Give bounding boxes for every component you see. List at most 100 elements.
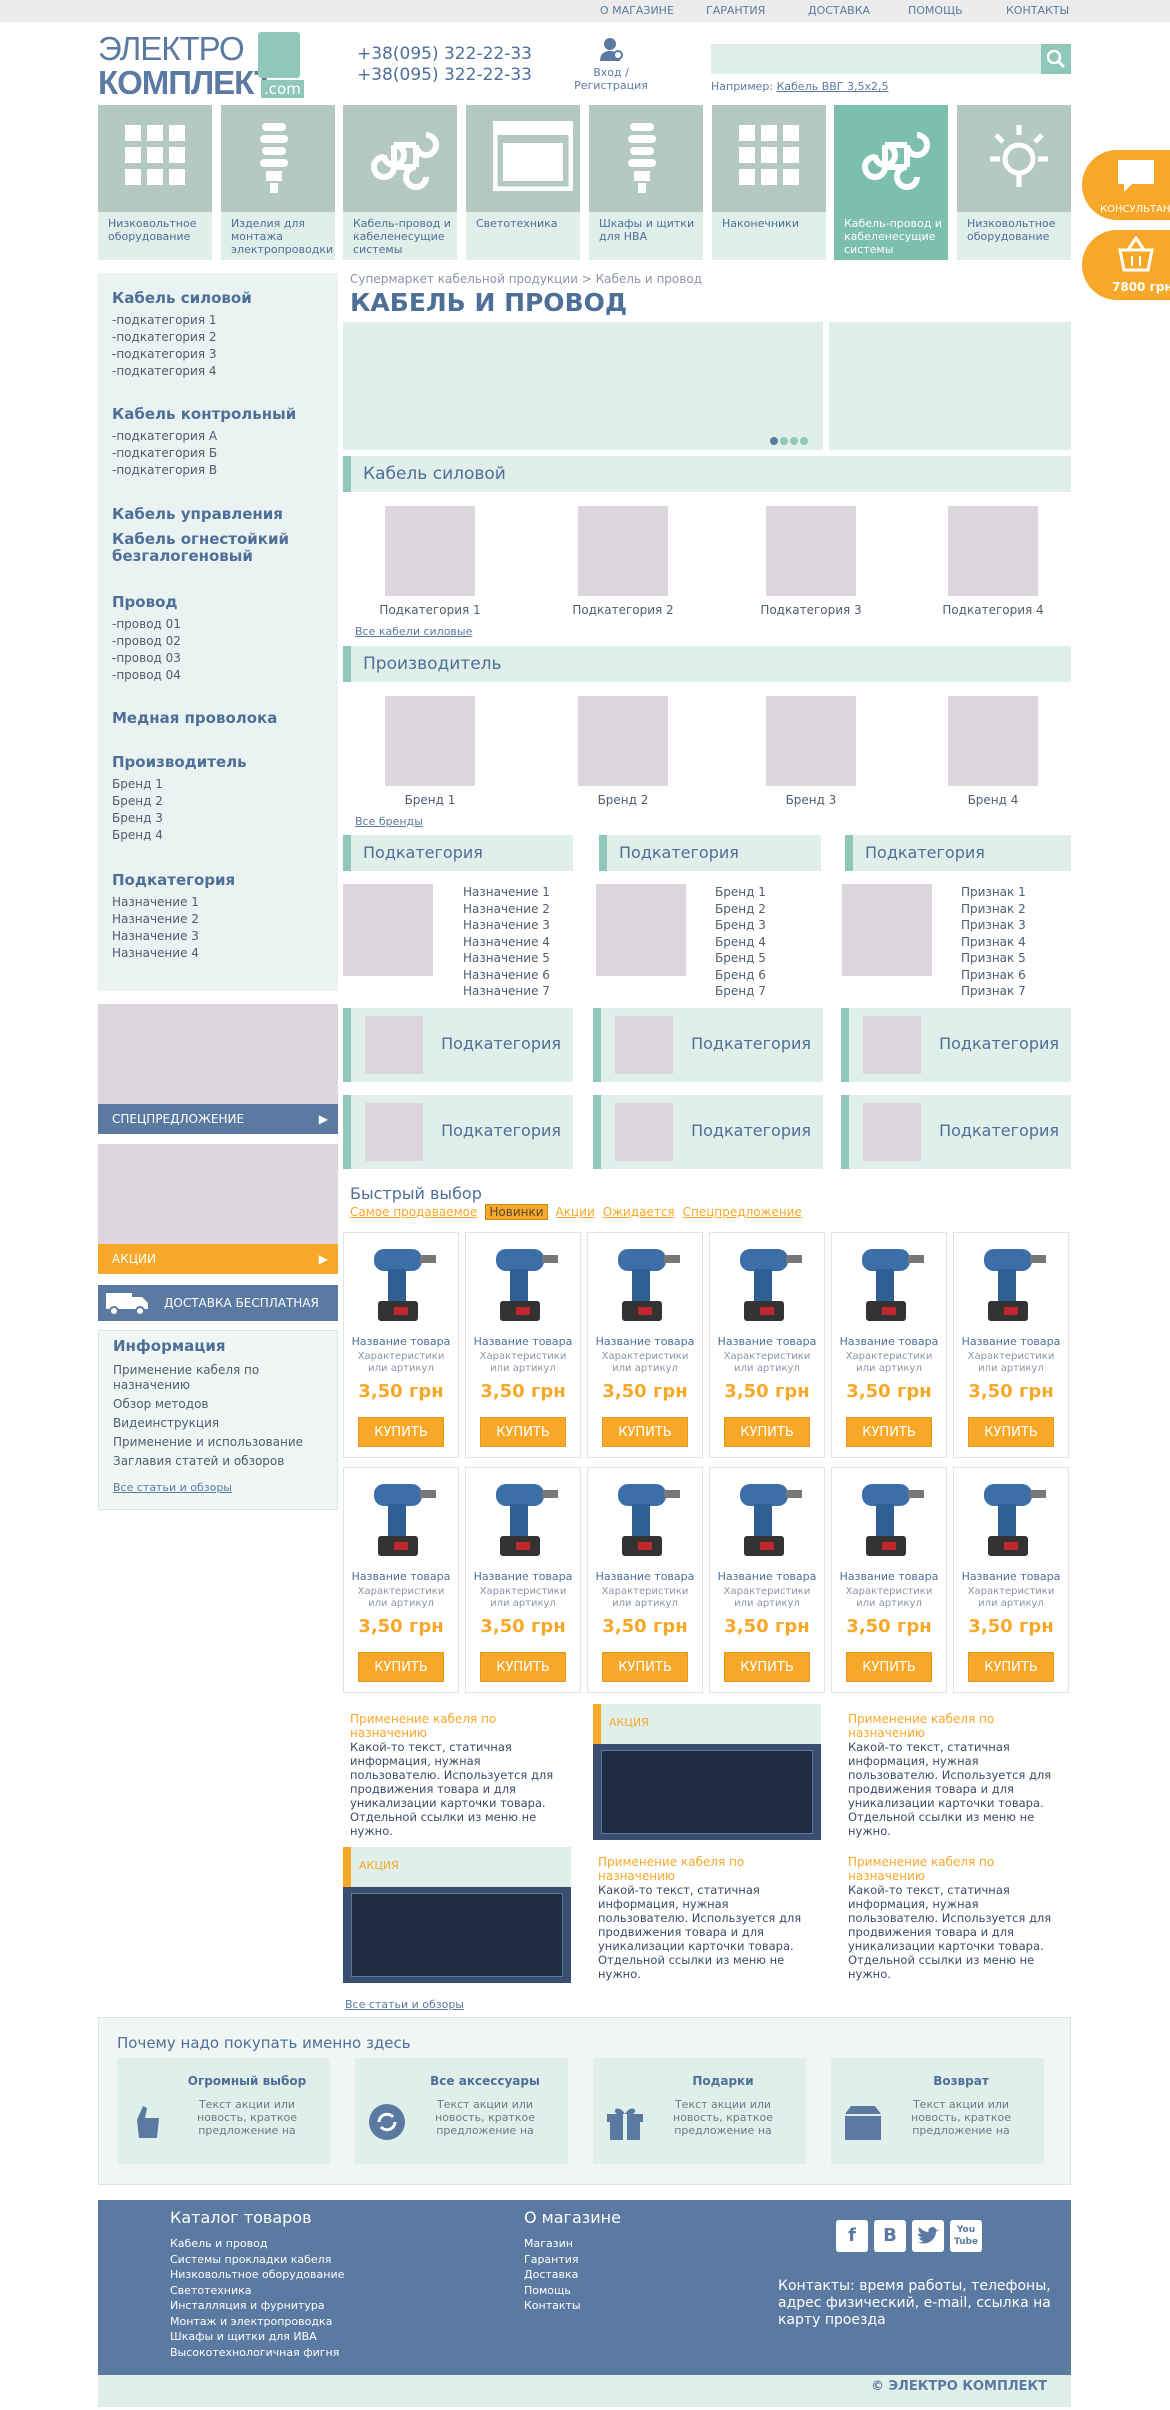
- promo-akcia[interactable]: АКЦИЯ: [593, 1704, 821, 1840]
- all-articles-link[interactable]: Все статьи и обзоры: [345, 1998, 464, 2011]
- sidebar-item[interactable]: -подкатегория 4: [112, 364, 217, 378]
- subcategory-thumb[interactable]: [948, 506, 1038, 596]
- sidebar-item[interactable]: -провод 01: [112, 617, 181, 631]
- category-lighting[interactable]: Светотехника: [466, 105, 580, 260]
- product-card[interactable]: Название товара Характеристики или артику…: [587, 1467, 703, 1693]
- all-brands-link[interactable]: Все бренды: [355, 815, 423, 828]
- sidebar-heading[interactable]: Подкатегория: [112, 871, 236, 889]
- sidebar-item[interactable]: -подкатегория А: [112, 429, 218, 443]
- footer-link[interactable]: Монтаж и электропроводка: [170, 2314, 333, 2328]
- tab-special[interactable]: Спецпредложение: [682, 1205, 802, 1219]
- product-name[interactable]: Название товара: [839, 1335, 939, 1348]
- product-card[interactable]: Название товара Характеристики или артику…: [587, 1232, 703, 1458]
- brand-label[interactable]: Бренд 3: [785, 793, 837, 807]
- topnav-warranty[interactable]: ГАРАНТИЯ: [706, 4, 766, 17]
- product-card[interactable]: Название товара Характеристики или артику…: [953, 1467, 1069, 1693]
- brand-thumb[interactable]: [578, 696, 668, 786]
- actions-bar[interactable]: АКЦИИ ▶: [98, 1244, 338, 1274]
- subcategory-thumb[interactable]: [766, 506, 856, 596]
- brand-label[interactable]: Бренд 2: [597, 793, 649, 807]
- cart-button[interactable]: 7800 грн: [1082, 230, 1170, 300]
- product-name[interactable]: Название товара: [839, 1570, 939, 1583]
- sidebar-item[interactable]: Бренд 2: [112, 794, 163, 808]
- sidebar-item[interactable]: Бренд 1: [112, 777, 163, 791]
- product-name[interactable]: Название товара: [595, 1335, 695, 1348]
- article-teaser[interactable]: Применение кабеля по назначению Какой-то …: [350, 1712, 554, 1838]
- sidebar-item[interactable]: -подкатегория 1: [112, 313, 217, 327]
- subcategory-label[interactable]: Подкатегория 2: [572, 603, 674, 617]
- slider-main[interactable]: [343, 322, 823, 450]
- info-link[interactable]: Обзор методов: [113, 1397, 209, 1411]
- subcategory-thumb[interactable]: [578, 506, 668, 596]
- brand-label[interactable]: Бренд 1: [404, 793, 456, 807]
- sidebar-heading[interactable]: Кабель силовой: [112, 289, 252, 307]
- product-name[interactable]: Название товара: [717, 1335, 817, 1348]
- sidebar-heading[interactable]: Кабель управления: [112, 505, 283, 523]
- category-cabinets[interactable]: Шкафы и щитки для НВА: [589, 105, 703, 260]
- buy-button[interactable]: КУПИТЬ: [724, 1417, 810, 1447]
- category-cable-systems-active[interactable]: Кабель-провод и кабеленесущие системы: [834, 105, 948, 260]
- info-link[interactable]: Применение кабеля по назначению: [113, 1363, 260, 1392]
- product-card[interactable]: Название товара Характеристики или артику…: [343, 1232, 459, 1458]
- sidebar-item[interactable]: Бренд 4: [112, 828, 163, 842]
- sidebar-item[interactable]: Назначение 1: [112, 895, 199, 909]
- topnav-help[interactable]: ПОМОЩЬ: [908, 4, 963, 17]
- slider-side[interactable]: [829, 322, 1071, 450]
- info-link[interactable]: Применение и использование: [113, 1435, 304, 1449]
- buy-button[interactable]: КУПИТЬ: [358, 1652, 444, 1682]
- sidebar-item[interactable]: -провод 03: [112, 651, 181, 665]
- sidebar-heading[interactable]: Медная проволока: [112, 709, 278, 727]
- all-power-cables-link[interactable]: Все кабели силовые: [355, 625, 473, 638]
- all-articles-link[interactable]: Все статьи и обзоры: [113, 1481, 232, 1494]
- footer-link[interactable]: Контакты: [524, 2299, 581, 2312]
- info-link[interactable]: Заглавия статей и обзоров: [113, 1454, 285, 1468]
- product-name[interactable]: Название товара: [351, 1335, 451, 1348]
- brand-thumb[interactable]: [948, 696, 1038, 786]
- product-name[interactable]: Название товара: [473, 1335, 573, 1348]
- free-delivery-banner[interactable]: ДОСТАВКА БЕСПЛАТНАЯ: [98, 1285, 338, 1321]
- youtube-icon[interactable]: You Tube: [950, 2220, 982, 2252]
- tab-actions[interactable]: Акции: [555, 1205, 595, 1219]
- product-card[interactable]: Название товара Характеристики или артику…: [709, 1232, 825, 1458]
- subcategory-box[interactable]: Подкатегория: [593, 1008, 823, 1082]
- search-input[interactable]: [711, 44, 1071, 74]
- product-name[interactable]: Название товара: [717, 1570, 817, 1583]
- brand-thumb[interactable]: [766, 696, 856, 786]
- footer-link[interactable]: Кабель и провод: [170, 2237, 268, 2250]
- buy-button[interactable]: КУПИТЬ: [358, 1417, 444, 1447]
- sidebar-item[interactable]: -провод 04: [112, 668, 181, 682]
- buy-button[interactable]: КУПИТЬ: [602, 1417, 688, 1447]
- product-name[interactable]: Название товара: [351, 1570, 451, 1583]
- sidebar-item[interactable]: Назначение 4: [112, 946, 199, 960]
- buy-button[interactable]: КУПИТЬ: [968, 1652, 1054, 1682]
- footer-link[interactable]: Системы прокладки кабеля: [170, 2252, 332, 2266]
- category-installation[interactable]: Изделия для монтажа электропроводки: [221, 105, 335, 260]
- sidebar-item[interactable]: -подкатегория В: [112, 463, 218, 477]
- buy-button[interactable]: КУПИТЬ: [968, 1417, 1054, 1447]
- product-card[interactable]: Название товара Характеристики или артику…: [953, 1232, 1069, 1458]
- footer-link[interactable]: Низковольтное оборудование: [170, 2268, 345, 2281]
- actions-banner[interactable]: АКЦИИ ▶: [98, 1144, 338, 1274]
- tab-bestsellers[interactable]: Самое продаваемое: [350, 1205, 478, 1219]
- subcategory-image[interactable]: [343, 884, 433, 976]
- sidebar-item[interactable]: Бренд 3: [112, 811, 163, 825]
- product-name[interactable]: Название товара: [961, 1335, 1061, 1348]
- buy-button[interactable]: КУПИТЬ: [724, 1652, 810, 1682]
- product-name[interactable]: Название товара: [595, 1570, 695, 1583]
- subcategory-thumb[interactable]: [385, 506, 475, 596]
- promo-akcia[interactable]: АКЦИЯ: [343, 1847, 571, 1983]
- buy-button[interactable]: КУПИТЬ: [602, 1652, 688, 1682]
- subcategory-label[interactable]: Подкатегория 1: [379, 603, 481, 617]
- sidebar-heading[interactable]: Производитель: [112, 753, 247, 771]
- article-teaser[interactable]: Применение кабеля по назначению Какой-то …: [598, 1855, 802, 1981]
- subcategory-box[interactable]: Подкатегория: [841, 1008, 1071, 1082]
- tab-expected[interactable]: Ожидается: [602, 1205, 675, 1219]
- sidebar-item[interactable]: -подкатегория 3: [112, 347, 217, 361]
- breadcrumb[interactable]: Супермаркет кабельной продукции > Кабель…: [350, 272, 702, 286]
- why-item[interactable]: Возврат Текст акции или новость, краткое …: [831, 2058, 1044, 2164]
- sidebar-item[interactable]: -провод 02: [112, 634, 181, 648]
- category-low-voltage[interactable]: Низковольтное оборудование: [98, 105, 212, 260]
- buy-button[interactable]: КУПИТЬ: [480, 1652, 566, 1682]
- sidebar-item[interactable]: Назначение 2: [112, 912, 199, 926]
- footer-link[interactable]: Доставка: [524, 2268, 579, 2281]
